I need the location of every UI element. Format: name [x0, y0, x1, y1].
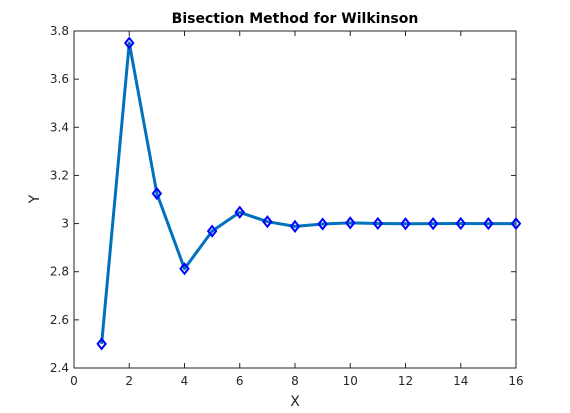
x-tick-label: 12 [398, 374, 413, 388]
x-axis-label: X [290, 394, 300, 410]
y-tick-label: 2.8 [50, 265, 69, 279]
y-tick-label: 3.2 [50, 168, 69, 182]
data-point [510, 216, 522, 231]
data-point [455, 216, 467, 231]
y-tick-label: 2.6 [50, 313, 69, 327]
x-tick-label: 6 [236, 374, 244, 388]
plot-area [73, 30, 517, 369]
x-axis: 0 2 4 6 8 10 12 14 16 [70, 31, 524, 388]
data-point [317, 217, 328, 231]
data-point [206, 224, 218, 238]
chart-title: Bisection Method for Wilkinson [172, 11, 419, 27]
x-tick-label: 8 [291, 374, 299, 388]
series-layer [96, 36, 522, 351]
x-tick-label: 10 [343, 374, 358, 388]
x-tick-label: 0 [70, 374, 78, 388]
data-point [262, 215, 273, 229]
y-tick-label: 3 [61, 217, 69, 231]
data-point [179, 262, 190, 276]
x-tick-label: 14 [453, 374, 468, 388]
y-tick-label: 3.8 [50, 24, 69, 38]
y-tick-label: 3.6 [50, 72, 69, 86]
y-axis-label: Y [27, 194, 43, 204]
data-point [427, 216, 439, 231]
y-tick-label: 2.4 [50, 361, 69, 375]
x-tick-label: 16 [508, 374, 523, 388]
data-point [234, 205, 246, 219]
data-point [372, 216, 384, 231]
data-point [96, 337, 107, 351]
x-tick-label: 4 [181, 374, 189, 388]
x-tick-label: 2 [125, 374, 133, 388]
data-point [151, 186, 163, 201]
y-axis: 2.4 2.6 2.8 3 3.2 3.4 3.6 3.8 [50, 24, 516, 375]
data-point [289, 219, 301, 233]
data-point [344, 216, 356, 230]
y-tick-label: 3.4 [50, 120, 69, 134]
data-point [400, 217, 411, 231]
data-point [483, 216, 494, 231]
data-point [123, 36, 135, 50]
series-line [100, 41, 516, 345]
